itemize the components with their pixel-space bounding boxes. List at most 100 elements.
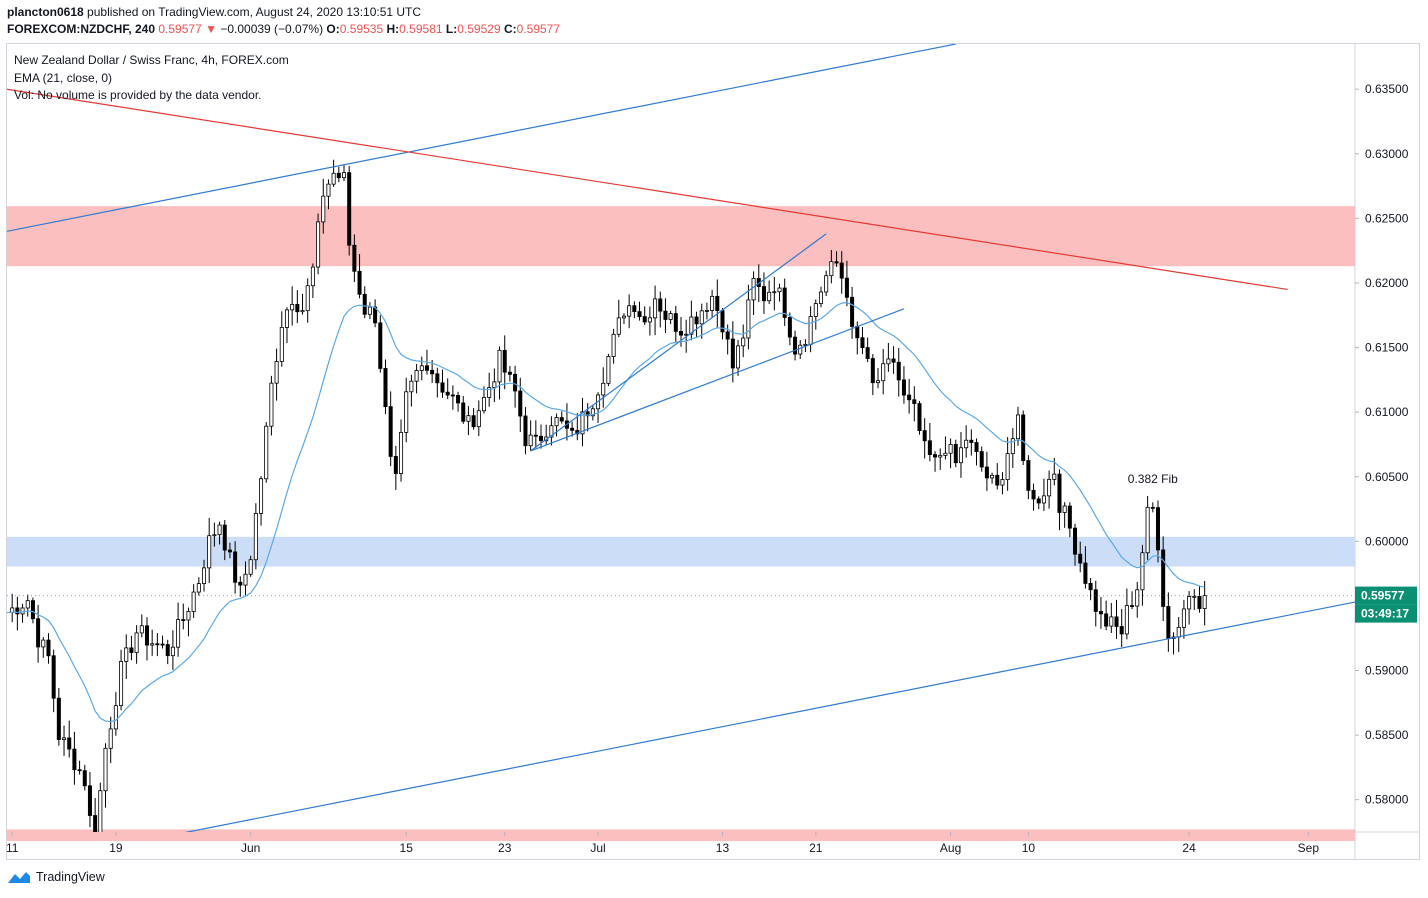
fib-annotation[interactable]: 0.382 Fib — [1128, 472, 1178, 486]
candle-body — [834, 261, 839, 264]
candle-body — [891, 358, 896, 363]
candle-body — [995, 474, 1000, 486]
last-price: 0.59577 — [158, 22, 202, 36]
candle-body — [77, 769, 82, 772]
candle-body — [248, 559, 253, 575]
candle-body — [492, 381, 497, 388]
candle-body — [606, 356, 611, 384]
high-value: 0.59581 — [399, 22, 443, 36]
candle-body — [419, 365, 424, 371]
candle-body — [176, 619, 181, 648]
footer-brand[interactable]: TradingView — [7, 870, 105, 884]
candle-body — [746, 299, 751, 339]
candle-body — [694, 316, 699, 325]
candle-body — [699, 310, 704, 325]
candle-body — [62, 737, 67, 740]
price-tick-label: 0.60000 — [1365, 534, 1409, 548]
price-tick-label: 0.59000 — [1365, 664, 1409, 678]
candle-body — [456, 395, 461, 404]
legend-ema[interactable]: EMA (21, close, 0) — [14, 71, 113, 85]
tradingview-logo-icon — [8, 872, 30, 883]
candle-body — [274, 361, 279, 384]
candle-body — [1135, 589, 1140, 607]
last-price-badge-label: 0.59577 — [1361, 589, 1405, 603]
candle-body — [611, 333, 616, 357]
candle-body — [844, 277, 849, 298]
ema-line — [7, 301, 1205, 723]
candle-body — [953, 443, 958, 464]
candle-body — [1015, 414, 1021, 440]
candle-body — [481, 397, 486, 412]
candle-body — [1021, 414, 1026, 461]
candle-body — [191, 591, 196, 612]
candle-body — [627, 305, 632, 317]
candle-body — [917, 403, 922, 432]
candle-body — [1202, 595, 1207, 609]
candle-body — [1109, 616, 1114, 627]
candle-body — [139, 625, 144, 634]
candle-body — [523, 415, 528, 447]
candle-body — [621, 315, 626, 319]
price-tick-label: 0.61000 — [1365, 405, 1409, 419]
candle-body — [295, 303, 300, 313]
candle-body — [1010, 438, 1015, 455]
candle-body — [445, 391, 450, 396]
price-tick-label: 0.62000 — [1365, 276, 1409, 290]
candle-body — [341, 172, 347, 179]
last-price-badge — [1355, 586, 1417, 605]
trendline-5[interactable] — [530, 308, 905, 452]
legend-title[interactable]: New Zealand Dollar / Swiss Franc, 4h, FO… — [14, 53, 289, 67]
author-name[interactable]: plancton0618 — [7, 5, 84, 19]
symbol-label: FOREXCOM:NZDCHF, 240 — [7, 22, 156, 36]
candle-body — [1057, 473, 1062, 513]
candle-body — [414, 370, 419, 382]
candle-body — [922, 430, 927, 442]
candle-body — [803, 343, 808, 346]
candle-body — [1078, 553, 1083, 564]
zone-band-3 — [7, 829, 1355, 842]
candle-body — [383, 368, 388, 408]
candle-body — [1026, 460, 1031, 491]
time-tick-label: 15 — [400, 841, 414, 855]
candle-body — [440, 382, 445, 393]
candle-body — [777, 287, 782, 293]
candle-body — [67, 737, 72, 750]
time-tick-label: 10 — [1022, 841, 1036, 855]
candle-body — [896, 361, 901, 381]
candle-body — [202, 567, 207, 585]
price-tick-label: 0.63500 — [1365, 82, 1409, 96]
trendline-1[interactable] — [7, 44, 956, 232]
time-tick-label: Jul — [590, 841, 605, 855]
trendline-4[interactable] — [530, 233, 827, 452]
candle-body — [82, 770, 87, 787]
candle-body — [1000, 479, 1005, 486]
candle-body — [704, 310, 709, 312]
candle-body — [647, 317, 652, 323]
time-tick-label: 24 — [1182, 841, 1196, 855]
candle-body — [1031, 489, 1036, 500]
time-tick-label: Aug — [940, 841, 961, 855]
countdown-badge-label: 03:49:17 — [1361, 607, 1409, 621]
candle-body — [912, 399, 917, 404]
candle-body — [855, 326, 860, 339]
candle-body — [1098, 611, 1103, 615]
legend-volume: Vol: No volume is provided by the data v… — [14, 88, 262, 102]
price-tick-label: 0.60500 — [1365, 470, 1409, 484]
candle-body — [590, 408, 595, 417]
price-tick-label: 0.62500 — [1365, 211, 1409, 225]
candle-body — [378, 322, 383, 369]
high-label: H: — [386, 22, 400, 36]
candle-body — [56, 697, 61, 740]
trendline-2[interactable] — [7, 88, 1288, 291]
candle-body — [1124, 605, 1129, 635]
candle-body — [430, 369, 435, 375]
candle-body — [818, 291, 823, 305]
candle-body — [233, 551, 238, 583]
candle-body — [357, 270, 362, 295]
trendline-3[interactable] — [142, 601, 1355, 841]
candle-body — [1041, 495, 1046, 504]
candle-body — [487, 387, 492, 398]
candle-body — [507, 371, 512, 375]
candle-body — [424, 365, 429, 371]
